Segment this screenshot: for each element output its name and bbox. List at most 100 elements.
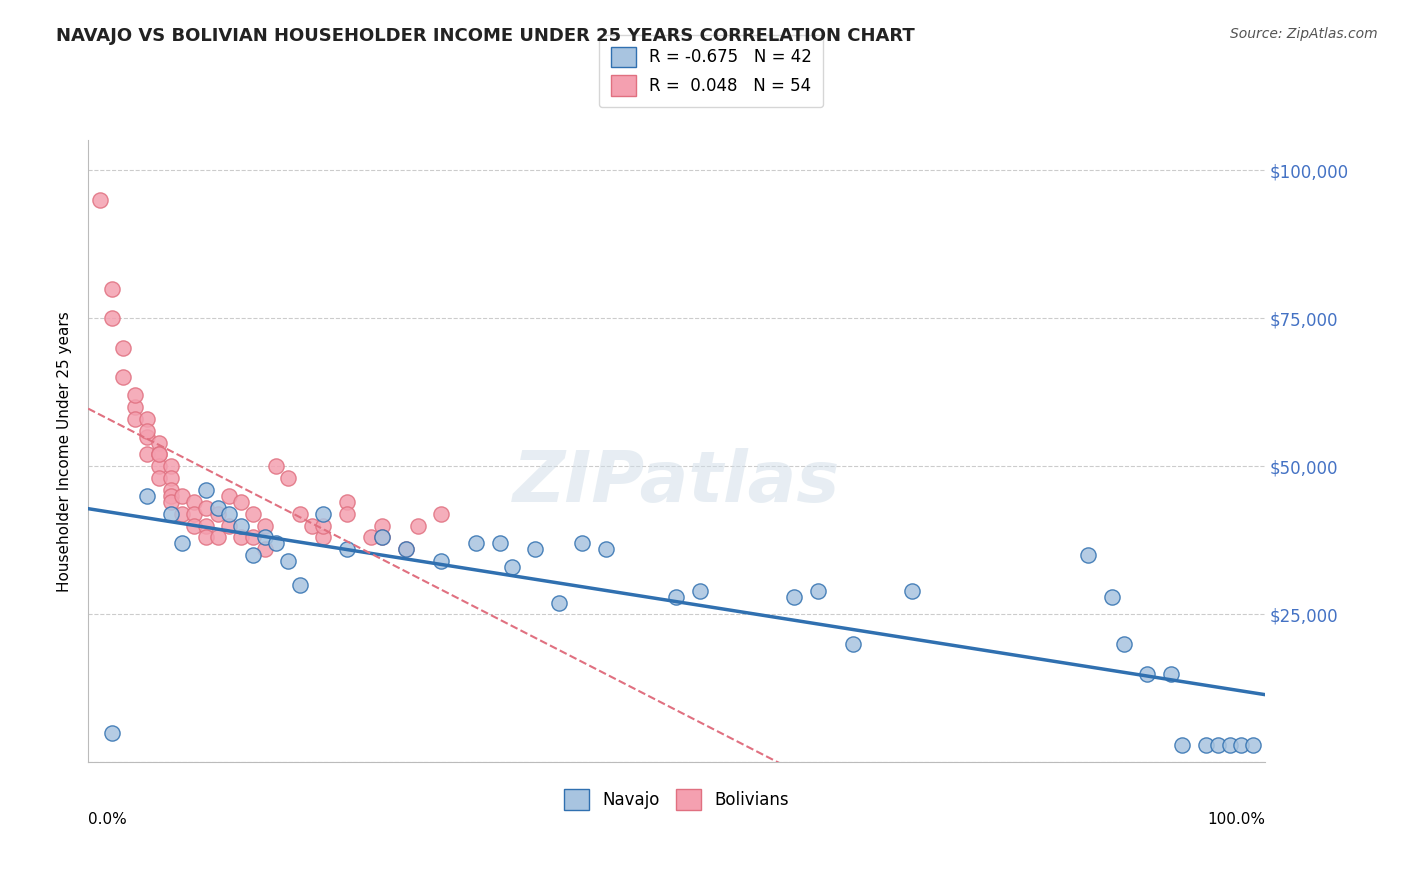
- Point: [229, 530, 252, 544]
- Point: [277, 554, 299, 568]
- Point: [124, 388, 146, 402]
- Point: [112, 341, 135, 355]
- Point: [207, 530, 229, 544]
- Point: [1112, 637, 1135, 651]
- Point: [172, 507, 194, 521]
- Point: [136, 430, 159, 444]
- Point: [288, 507, 311, 521]
- Point: [100, 311, 122, 326]
- Point: [1206, 738, 1229, 752]
- Point: [266, 536, 288, 550]
- Point: [159, 507, 181, 521]
- Point: [783, 590, 806, 604]
- Point: [148, 435, 170, 450]
- Point: [159, 459, 181, 474]
- Point: [242, 507, 264, 521]
- Point: [336, 495, 359, 509]
- Text: NAVAJO VS BOLIVIAN HOUSEHOLDER INCOME UNDER 25 YEARS CORRELATION CHART: NAVAJO VS BOLIVIAN HOUSEHOLDER INCOME UN…: [56, 27, 915, 45]
- Point: [842, 637, 865, 651]
- Point: [807, 583, 830, 598]
- Point: [1101, 590, 1123, 604]
- Point: [112, 370, 135, 384]
- Point: [288, 578, 311, 592]
- Point: [159, 489, 181, 503]
- Point: [501, 560, 523, 574]
- Point: [100, 726, 122, 740]
- Point: [148, 459, 170, 474]
- Point: [229, 518, 252, 533]
- Point: [1241, 738, 1264, 752]
- Point: [430, 554, 453, 568]
- Point: [395, 542, 418, 557]
- Point: [312, 518, 335, 533]
- Y-axis label: Householder Income Under 25 years: Householder Income Under 25 years: [58, 311, 72, 591]
- Point: [301, 518, 323, 533]
- Legend: R = -0.675   N = 42, R =  0.048   N = 54: R = -0.675 N = 42, R = 0.048 N = 54: [599, 35, 824, 107]
- Point: [136, 412, 159, 426]
- Point: [547, 595, 569, 609]
- Point: [1077, 548, 1099, 562]
- Text: 100.0%: 100.0%: [1206, 813, 1265, 827]
- Point: [395, 542, 418, 557]
- Point: [218, 489, 240, 503]
- Point: [901, 583, 924, 598]
- Point: [136, 489, 159, 503]
- Point: [136, 447, 159, 461]
- Point: [148, 471, 170, 485]
- Point: [194, 483, 217, 497]
- Point: [194, 500, 217, 515]
- Text: ZIPatlas: ZIPatlas: [513, 448, 841, 517]
- Point: [336, 542, 359, 557]
- Point: [159, 483, 181, 497]
- Point: [172, 536, 194, 550]
- Point: [159, 495, 181, 509]
- Point: [242, 530, 264, 544]
- Point: [218, 518, 240, 533]
- Point: [229, 495, 252, 509]
- Point: [124, 412, 146, 426]
- Point: [89, 193, 111, 207]
- Point: [266, 459, 288, 474]
- Point: [207, 507, 229, 521]
- Point: [371, 530, 394, 544]
- Point: [172, 489, 194, 503]
- Point: [465, 536, 488, 550]
- Point: [100, 281, 122, 295]
- Point: [371, 530, 394, 544]
- Point: [183, 495, 205, 509]
- Point: [360, 530, 382, 544]
- Point: [253, 518, 276, 533]
- Point: [1218, 738, 1240, 752]
- Point: [312, 507, 335, 521]
- Point: [1171, 738, 1194, 752]
- Point: [1160, 666, 1182, 681]
- Point: [665, 590, 688, 604]
- Point: [194, 518, 217, 533]
- Point: [218, 507, 240, 521]
- Point: [1136, 666, 1159, 681]
- Point: [194, 530, 217, 544]
- Point: [183, 507, 205, 521]
- Point: [253, 530, 276, 544]
- Text: Source: ZipAtlas.com: Source: ZipAtlas.com: [1230, 27, 1378, 41]
- Point: [253, 542, 276, 557]
- Point: [159, 471, 181, 485]
- Point: [148, 447, 170, 461]
- Point: [371, 518, 394, 533]
- Point: [242, 548, 264, 562]
- Point: [524, 542, 547, 557]
- Point: [689, 583, 711, 598]
- Point: [406, 518, 429, 533]
- Point: [183, 518, 205, 533]
- Point: [148, 447, 170, 461]
- Point: [571, 536, 593, 550]
- Point: [1195, 738, 1218, 752]
- Point: [336, 507, 359, 521]
- Point: [124, 400, 146, 414]
- Point: [136, 424, 159, 438]
- Point: [1230, 738, 1253, 752]
- Point: [207, 500, 229, 515]
- Point: [430, 507, 453, 521]
- Point: [489, 536, 512, 550]
- Point: [595, 542, 617, 557]
